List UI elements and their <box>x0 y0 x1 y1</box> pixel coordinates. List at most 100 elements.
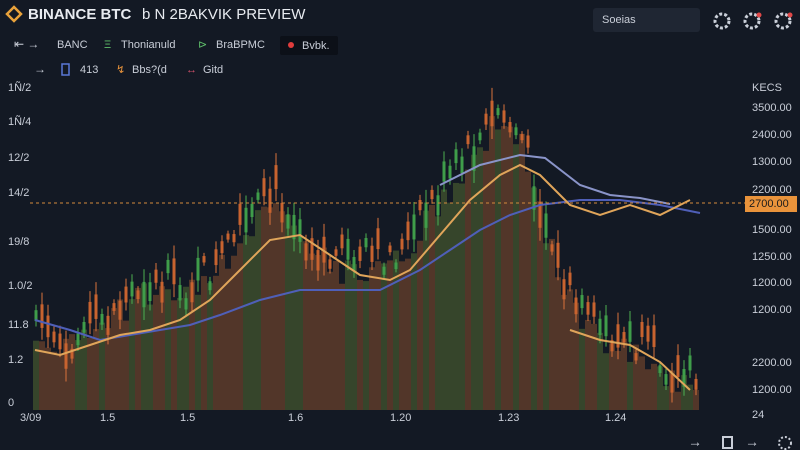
volume-block <box>627 361 633 410</box>
settings-icon[interactable] <box>713 12 731 30</box>
right-axis-label: 1200.00 <box>752 277 792 289</box>
candle-body <box>382 266 386 275</box>
x-axis-label: 1.5 <box>100 412 115 424</box>
settings-icon[interactable] <box>774 12 792 30</box>
volume-block <box>429 204 435 410</box>
candle-body <box>298 219 302 242</box>
candle-body <box>112 303 116 311</box>
candle-body <box>52 331 56 343</box>
volume-block <box>567 289 573 410</box>
right-axis-label: 1500.00 <box>752 224 792 236</box>
volume-block <box>249 236 255 410</box>
volume-block <box>135 287 141 410</box>
right-axis-label: 1300.00 <box>752 156 792 168</box>
candle-body <box>670 372 674 393</box>
icon[interactable]: ⇤ → <box>14 37 39 51</box>
volume-block <box>543 243 549 410</box>
candle-body <box>142 281 146 308</box>
candle-body <box>376 228 380 250</box>
volume-block <box>519 133 525 410</box>
icon[interactable]: ↯ <box>116 64 125 76</box>
volume-block <box>489 116 495 410</box>
tool-box[interactable] <box>280 36 338 55</box>
candle-body <box>580 295 584 309</box>
right-axis-label: 24 <box>752 409 764 421</box>
tool[interactable]: Bvbk. <box>302 40 330 52</box>
candle-body <box>688 355 692 371</box>
icon[interactable] <box>778 436 792 450</box>
candle-body <box>268 188 272 213</box>
tool[interactable]: BANC <box>57 39 88 51</box>
candle-body <box>496 108 500 116</box>
right-axis-label: KECS <box>752 82 782 94</box>
candle-body <box>544 213 548 238</box>
volume-block <box>123 320 129 410</box>
volume-block <box>447 202 453 410</box>
tool[interactable]: BraBPMC <box>216 39 265 51</box>
icon[interactable] <box>722 436 733 449</box>
candle-body <box>520 134 524 141</box>
settings-icon[interactable] <box>743 12 761 30</box>
volume-block <box>231 255 237 410</box>
candle-body <box>64 343 68 369</box>
candle-body <box>292 214 296 240</box>
tool[interactable]: Thonianuld <box>121 39 175 51</box>
candle-body <box>214 249 218 266</box>
candle-body <box>340 234 344 249</box>
left-axis-label: 1.2 <box>8 354 23 366</box>
volume-block <box>99 322 105 410</box>
candle-body <box>262 178 266 197</box>
volume-block <box>405 258 411 410</box>
volume-block <box>639 356 645 410</box>
candle-body <box>316 250 320 271</box>
icon[interactable]: ⊳ <box>198 39 207 51</box>
candle-body <box>76 333 80 346</box>
volume-block <box>57 354 63 410</box>
orange-line <box>34 163 691 357</box>
tool[interactable]: 413 <box>80 64 98 76</box>
icon[interactable]: → <box>34 62 46 76</box>
volume-block <box>81 329 87 410</box>
icon[interactable]: ↔ <box>186 64 197 76</box>
tool[interactable]: Bbs?(d <box>132 64 167 76</box>
icon <box>61 63 70 76</box>
x-axis-label: 1.5 <box>180 412 195 424</box>
icon[interactable]: Ξ <box>104 39 111 51</box>
tool[interactable]: Gitd <box>203 64 223 76</box>
candle-body <box>412 214 416 240</box>
candle-body <box>538 201 542 228</box>
volume-block <box>411 253 417 410</box>
search-box[interactable] <box>593 8 700 32</box>
volume-block <box>141 283 147 410</box>
volume-block <box>471 154 477 410</box>
volume-block <box>93 329 99 410</box>
volume-block <box>75 340 81 410</box>
candle-body <box>352 257 356 271</box>
volume-block <box>201 276 207 410</box>
candle-body <box>466 135 470 145</box>
icon[interactable]: → <box>688 434 702 450</box>
icon[interactable]: → <box>745 434 759 450</box>
left-axis-label: 19/8 <box>8 236 29 248</box>
volume-block <box>381 263 387 410</box>
volume-block <box>537 201 543 410</box>
x-axis-label: 1.24 <box>605 412 626 424</box>
candle-body <box>634 353 638 361</box>
volume-block <box>657 366 663 410</box>
volume-block <box>615 350 621 410</box>
volume-block <box>111 308 117 410</box>
volume-block <box>303 241 309 410</box>
volume-block <box>477 147 483 410</box>
candle-body <box>556 242 560 268</box>
x-axis-label: 1.23 <box>498 412 519 424</box>
x-axis-label: 1.20 <box>390 412 411 424</box>
candle-body <box>598 318 602 336</box>
candle-body <box>676 355 680 377</box>
candle-body <box>400 238 404 250</box>
candle-body <box>334 249 338 256</box>
candle-body <box>244 207 248 233</box>
candle-body <box>70 348 74 359</box>
volume-block <box>621 338 627 410</box>
candle-body <box>286 214 290 229</box>
volume-block <box>207 283 213 410</box>
